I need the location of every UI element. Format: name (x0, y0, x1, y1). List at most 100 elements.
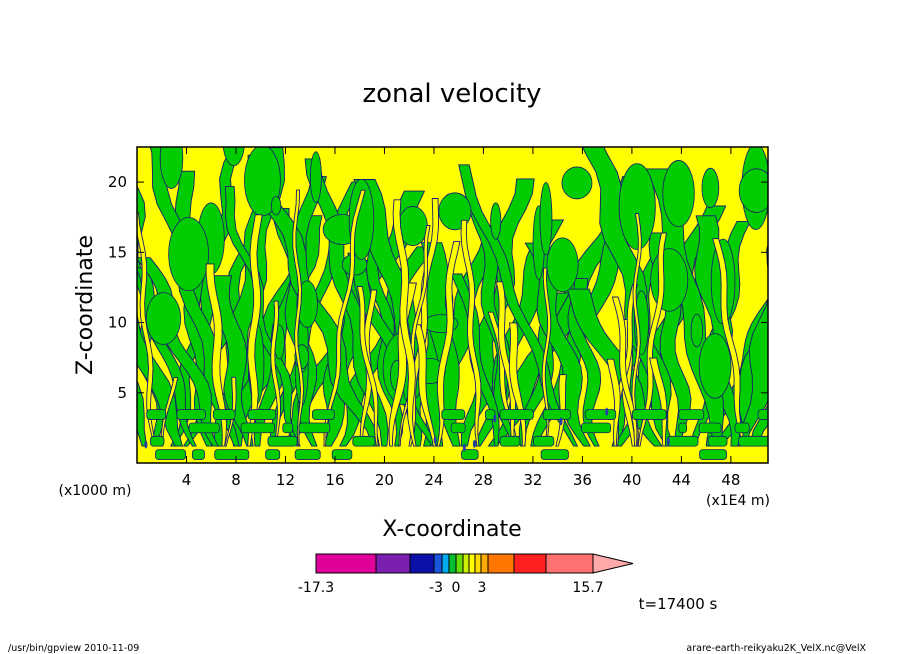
velocity-region (265, 449, 281, 460)
velocity-region (487, 311, 519, 447)
velocity-region (450, 422, 466, 434)
x-tick-label: 48 (721, 471, 740, 489)
colorbar-bin (462, 553, 470, 574)
x-tick-label: 32 (523, 471, 542, 489)
velocity-region (388, 282, 417, 447)
colorbar-bin (487, 553, 515, 574)
velocity-region (224, 186, 301, 447)
y-axis-label: Z-coordinate (73, 235, 98, 375)
plot-frame (136, 146, 769, 464)
velocity-field (137, 147, 768, 460)
velocity-region (712, 238, 747, 447)
velocity-region (247, 409, 277, 420)
velocity-region (542, 409, 572, 420)
x-tick-label: 44 (672, 471, 691, 489)
velocity-region (150, 435, 165, 447)
velocity-region (292, 189, 305, 447)
velocity-region (146, 409, 167, 420)
velocity-region (461, 449, 479, 460)
colorbar-tick-label: -17.3 (298, 580, 334, 596)
velocity-region (294, 449, 321, 460)
y-tick-label: 20 (108, 173, 127, 191)
velocity-region (412, 324, 437, 447)
velocity-region (738, 435, 768, 447)
colorbar-bin (375, 553, 411, 574)
x-tick-label: 16 (325, 471, 344, 489)
velocity-region (312, 409, 335, 420)
colorbar-bin (315, 553, 377, 574)
colorbar-bin (468, 553, 476, 574)
velocity-region (214, 449, 250, 460)
velocity-region (159, 147, 184, 189)
velocity-region (678, 409, 705, 420)
x-tick-label: 4 (182, 471, 192, 489)
velocity-region (701, 167, 720, 209)
x-axis: 4 8 12 16 20 24 28 32 36 40 44 48 (182, 147, 740, 489)
velocity-region (584, 409, 617, 420)
y-axis: 5 10 15 20 (108, 173, 768, 402)
velocity-region (137, 257, 219, 447)
x-tick-label: 8 (231, 471, 241, 489)
velocity-region (737, 242, 768, 447)
velocity-region (618, 163, 656, 250)
velocity-region (541, 267, 552, 447)
x-tick-label: 20 (375, 471, 394, 489)
velocity-region (637, 232, 668, 447)
velocity-region (546, 237, 579, 293)
velocity-region (144, 440, 148, 449)
velocity-region (356, 286, 379, 447)
velocity-region (296, 280, 318, 328)
velocity-region (161, 377, 179, 447)
x-unit-right-label: (x1E4 m) (706, 493, 770, 509)
velocity-region (757, 409, 768, 420)
x-tick-label: 28 (474, 471, 493, 489)
velocity-region (155, 449, 187, 460)
velocity-region (205, 263, 227, 447)
x-tick-label: 36 (573, 471, 592, 489)
velocity-region (323, 189, 366, 447)
time-label: t=17400 s (639, 595, 718, 613)
colorbar (315, 553, 634, 574)
velocity-region (270, 195, 282, 216)
x-unit-left-label: (x1000 m) (59, 483, 132, 499)
velocity-region (460, 219, 482, 447)
velocity-region (493, 414, 497, 423)
x-tick-label: 24 (424, 471, 443, 489)
colorbar-tick-label: 0 (452, 580, 461, 596)
velocity-region (490, 202, 502, 240)
velocity-region (137, 312, 183, 447)
y-tick-label: 15 (108, 243, 127, 261)
velocity-region (734, 422, 750, 434)
colorbar-bin (545, 553, 594, 574)
y-tick-label: 5 (117, 384, 127, 402)
colorbar-bin (480, 553, 489, 574)
velocity-region (137, 380, 148, 447)
colorbar-bin (433, 553, 443, 574)
velocity-region (561, 166, 593, 200)
velocity-region (678, 422, 687, 434)
velocity-region (176, 409, 206, 420)
velocity-region (188, 422, 220, 434)
velocity-region (212, 409, 236, 420)
velocity-region (392, 199, 417, 447)
velocity-region (192, 449, 205, 460)
velocity-region (472, 439, 476, 448)
velocity-region (298, 422, 331, 434)
velocity-region (662, 160, 695, 228)
velocity-region (352, 435, 376, 447)
footer-right-text: arare-earth-reikyaku2K_VelX.nc@VelX (686, 643, 866, 654)
colorbar-bin (448, 553, 457, 574)
velocity-region (270, 300, 281, 447)
colorbar-bin (455, 553, 464, 574)
velocity-region (698, 333, 732, 399)
velocity-region (540, 449, 569, 460)
velocity-region (631, 213, 642, 447)
velocity-region (247, 214, 263, 447)
velocity-region (309, 151, 322, 203)
velocity-region (436, 240, 461, 447)
plot-area (136, 146, 769, 464)
velocity-region (433, 436, 437, 445)
velocity-region (559, 417, 563, 426)
velocity-region (240, 422, 276, 434)
